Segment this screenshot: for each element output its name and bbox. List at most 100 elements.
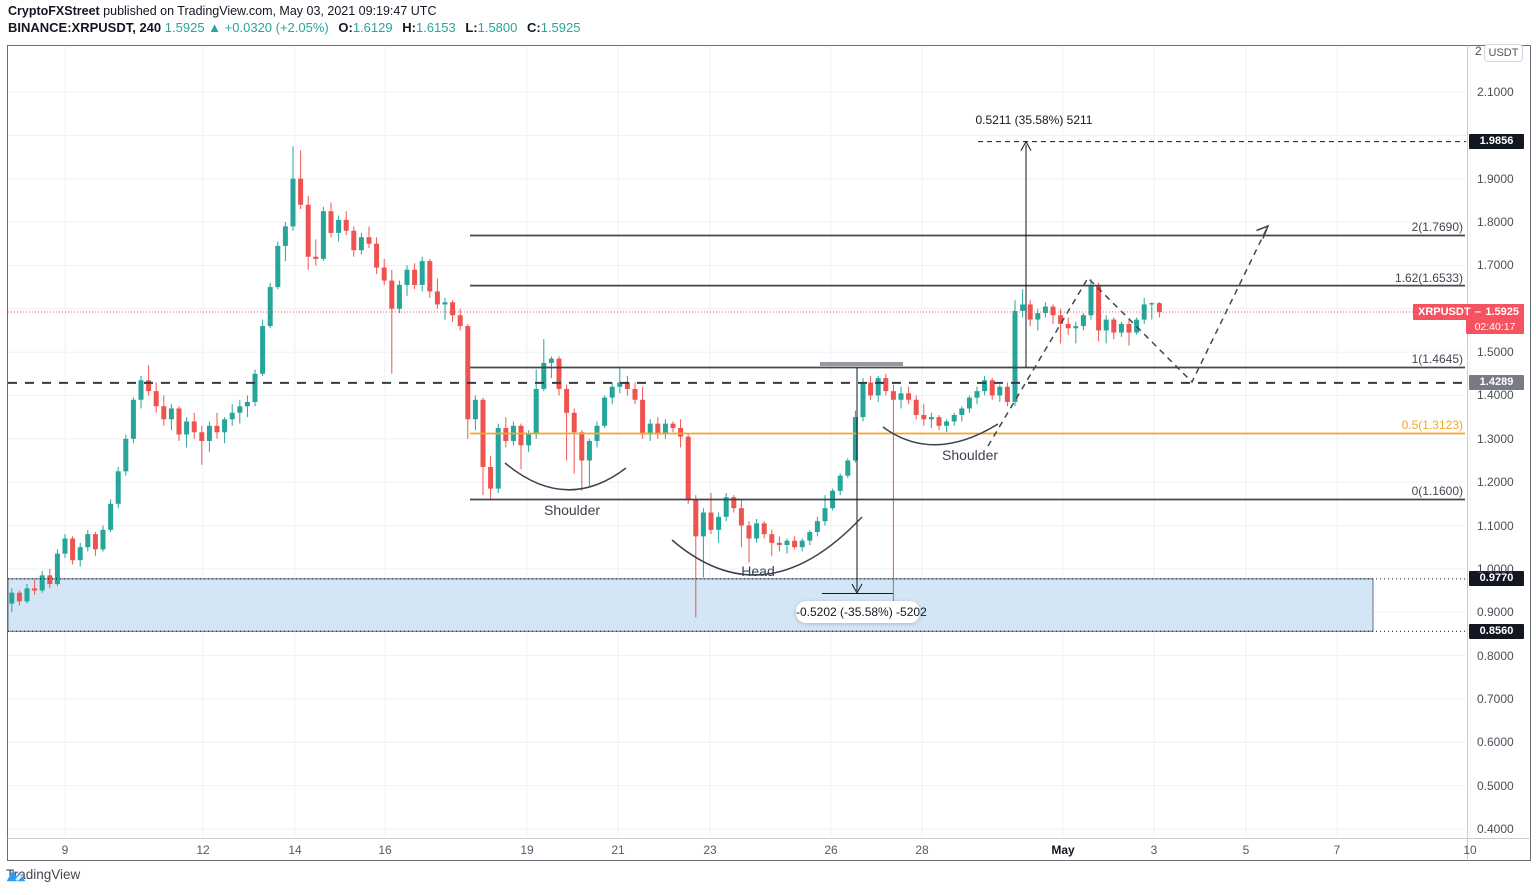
candle-up bbox=[716, 512, 722, 543]
candle-down bbox=[389, 269, 395, 374]
candle-up bbox=[320, 206, 326, 262]
time-axis-tick-label[interactable]: 19 bbox=[520, 843, 534, 857]
symbol-interval: BINANCE:XRPUSDT, 240 bbox=[8, 20, 162, 35]
candle-up bbox=[1103, 315, 1109, 344]
open-label: O: bbox=[338, 20, 353, 35]
time-axis-tick-label[interactable]: 26 bbox=[824, 843, 838, 857]
time-axis-tick-label[interactable]: 12 bbox=[196, 843, 210, 857]
fib-level-label: 0(1.1600) bbox=[1411, 484, 1463, 499]
time-axis-tick-label[interactable]: 9 bbox=[61, 843, 69, 857]
price-axis-tick-label[interactable]: 0.7000 bbox=[1477, 691, 1514, 706]
price-axis-tick-label[interactable]: 0.4000 bbox=[1477, 821, 1514, 836]
candle-up bbox=[358, 232, 364, 255]
candle-up bbox=[282, 222, 288, 262]
time-axis-tick-label[interactable]: 3 bbox=[1150, 843, 1158, 857]
candle-up bbox=[252, 369, 258, 407]
close-label: C: bbox=[527, 20, 541, 35]
candle-up bbox=[62, 534, 68, 559]
pattern-arc bbox=[882, 423, 999, 446]
time-axis-tick-label[interactable]: 21 bbox=[611, 843, 625, 857]
price-range-up-label: 0.5211 (35.58%) 5211 bbox=[975, 113, 1093, 127]
fib-level-label: 1.62(1.6533) bbox=[1394, 270, 1463, 285]
candle-down bbox=[1156, 302, 1162, 318]
price-axis-tick-label[interactable]: 1.0000 bbox=[1477, 561, 1514, 576]
candle-up bbox=[1012, 300, 1018, 407]
time-axis-tick-label[interactable]: 14 bbox=[288, 843, 302, 857]
candle-up bbox=[617, 367, 623, 394]
high-value: 1.6153 bbox=[415, 20, 456, 35]
measure-up-arrowhead bbox=[1020, 140, 1032, 151]
candle-down bbox=[343, 211, 349, 236]
price-axis-tick-label[interactable]: 0.9000 bbox=[1477, 605, 1514, 620]
candle-down bbox=[556, 356, 562, 396]
candle-down bbox=[47, 568, 53, 589]
time-axis-tick-label[interactable]: 5 bbox=[1242, 843, 1250, 857]
time-axis-tick-label[interactable]: 7 bbox=[1333, 843, 1341, 857]
candle-down bbox=[381, 258, 387, 285]
time-axis-tick-label[interactable]: 16 bbox=[378, 843, 392, 857]
candle-down bbox=[571, 408, 577, 474]
candle-up bbox=[1134, 317, 1140, 335]
price-axis-tick-label[interactable]: 2.1000 bbox=[1477, 85, 1514, 99]
candle-up bbox=[138, 375, 144, 409]
price-axis-tick-label[interactable]: 1.2000 bbox=[1477, 475, 1514, 490]
tradingview-attribution[interactable]: TradingView bbox=[6, 867, 80, 882]
price-axis-tick-label[interactable]: 1.1000 bbox=[1477, 518, 1514, 533]
price-axis-tick-label[interactable]: 1.7000 bbox=[1477, 258, 1514, 273]
time-axis-tick-label[interactable]: 10 bbox=[1463, 843, 1477, 857]
candle-up bbox=[662, 419, 668, 439]
price-axis-tick-label[interactable]: 1.8000 bbox=[1477, 215, 1514, 230]
candle-down bbox=[936, 414, 942, 431]
candle-up bbox=[229, 404, 235, 426]
fib-level-label: 0.5(1.3123) bbox=[1401, 418, 1463, 433]
currency-unit-button[interactable]: USDT bbox=[1484, 44, 1523, 62]
candle-down bbox=[146, 365, 152, 396]
price-axis-tick-label[interactable]: 1.5000 bbox=[1477, 345, 1514, 360]
time-axis-tick-label[interactable]: May bbox=[1051, 843, 1075, 857]
candle-up bbox=[130, 397, 136, 444]
price-axis-tick-label[interactable]: 0.8000 bbox=[1477, 648, 1514, 663]
candle-down bbox=[1050, 304, 1056, 324]
candle-down bbox=[769, 529, 775, 556]
up-arrow-icon: ▲ bbox=[208, 20, 222, 35]
candle-up bbox=[472, 395, 478, 431]
pattern-arc bbox=[504, 462, 627, 491]
candle-down bbox=[1027, 300, 1033, 327]
price-axis-tick-label[interactable]: 0.5000 bbox=[1477, 778, 1514, 793]
candle-down bbox=[480, 397, 486, 496]
candle-up bbox=[1141, 297, 1147, 324]
candle-up bbox=[799, 538, 805, 552]
candle-down bbox=[518, 423, 524, 470]
candle-up bbox=[184, 417, 190, 448]
candle-down bbox=[1065, 317, 1071, 335]
price-axis-tick-label[interactable]: 1.3000 bbox=[1477, 431, 1514, 446]
candle-down bbox=[738, 499, 744, 548]
candle-down bbox=[921, 404, 927, 426]
time-axis-tick-label[interactable]: 28 bbox=[915, 843, 929, 857]
tradingview-logo-text: TradingView bbox=[6, 867, 81, 882]
pattern-label-head: Head bbox=[741, 563, 775, 579]
candle-up bbox=[77, 542, 83, 567]
pattern-label-left-shoulder: Shoulder bbox=[543, 502, 601, 518]
publish-byline: CryptoFXStreet published on TradingView.… bbox=[8, 4, 436, 18]
candle-up bbox=[1020, 289, 1026, 318]
candle-down bbox=[1111, 317, 1117, 340]
chart-frame-border bbox=[7, 45, 1531, 861]
price-axis-tick-label[interactable]: 1.4000 bbox=[1477, 388, 1514, 403]
price-level-badge: 1.9856 bbox=[1469, 134, 1524, 150]
candle-up bbox=[997, 384, 1003, 402]
candle-up bbox=[260, 319, 266, 376]
time-axis-tick-label[interactable]: 23 bbox=[703, 843, 717, 857]
candle-up bbox=[336, 215, 342, 242]
price-axis-tick-label[interactable]: 1.9000 bbox=[1477, 171, 1514, 186]
candle-up bbox=[754, 518, 760, 543]
pattern-label-right-shoulder: Shoulder bbox=[941, 447, 999, 463]
candle-down bbox=[70, 536, 76, 565]
low-label: L: bbox=[465, 20, 478, 35]
candle-down bbox=[153, 382, 159, 413]
last-price: 1.5925 bbox=[164, 20, 205, 35]
candle-up bbox=[85, 529, 91, 552]
price-axis-tick-label[interactable]: 0.6000 bbox=[1477, 735, 1514, 750]
candle-up bbox=[609, 382, 615, 405]
